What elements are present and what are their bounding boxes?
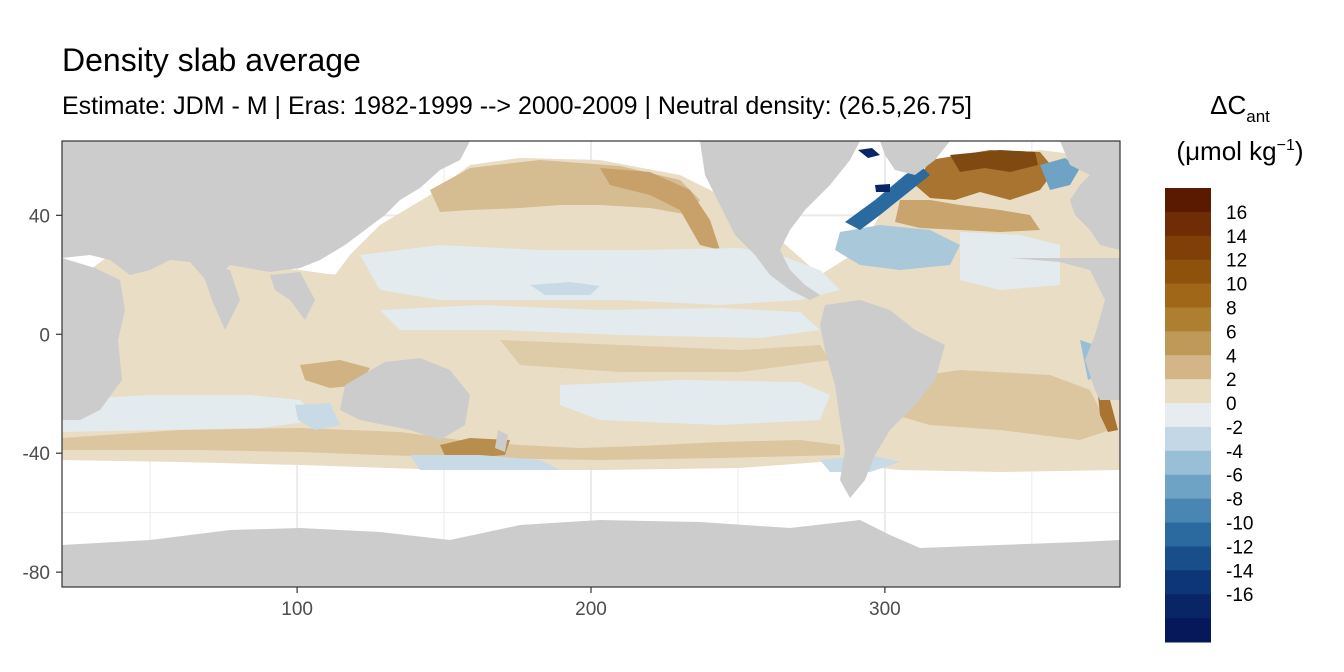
legend-swatch [1165, 498, 1211, 524]
legend-swatch [1165, 450, 1211, 476]
legend-swatch [1165, 188, 1211, 213]
band-tasman-tan [440, 438, 510, 458]
legend-label: 10 [1226, 275, 1247, 296]
land-masses [62, 141, 1120, 587]
legend-swatch [1165, 211, 1211, 237]
x-tick-label: 100 [281, 599, 313, 620]
y-tick-label: 0 [39, 325, 50, 346]
legend-title-sub: ant [1246, 107, 1270, 126]
band-equatorial-blue [380, 305, 820, 338]
legend-swatch [1165, 522, 1211, 547]
legend-label: -10 [1226, 514, 1253, 535]
x-axis: 100 200 300 [281, 587, 901, 620]
band-south-blue [410, 455, 560, 470]
legend-units-suffix: ) [1295, 136, 1304, 166]
legend-label: 2 [1226, 370, 1237, 391]
legend-swatch [1165, 594, 1211, 619]
legend-title: ΔCant [1210, 90, 1270, 126]
band-southwest-africa-brown [1098, 395, 1118, 432]
legend-swatch [1165, 474, 1211, 500]
legend-label: 14 [1226, 227, 1248, 248]
legend-swatch [1165, 355, 1211, 380]
band-labrador-dark [858, 148, 890, 192]
land-antarctica [62, 520, 1120, 587]
land-north-america [700, 141, 860, 300]
band-south-atlantic-tan [890, 370, 1110, 440]
legend-label: -4 [1226, 442, 1243, 463]
legend-swatch [1165, 331, 1211, 356]
land-australia [340, 358, 470, 440]
legend-swatch [1165, 235, 1211, 261]
land-eurasia-west [62, 141, 470, 285]
chart-subtitle: Estimate: JDM - M | Eras: 1982-1999 --> … [62, 92, 972, 120]
band-tropical-pacific-blue [360, 245, 840, 305]
band-atlantic-light-blue [960, 232, 1060, 290]
legend-label: -8 [1226, 490, 1243, 511]
legend-swatch [1165, 618, 1211, 643]
legend-label: 4 [1226, 346, 1237, 367]
band-south-pacific-blue [560, 380, 830, 425]
band-pacific-mid-blue [530, 282, 600, 295]
land-southeast-asia [270, 272, 315, 320]
band-north-atlantic-tan [895, 200, 1040, 232]
land-europe [1060, 141, 1120, 250]
x-tick-label: 200 [575, 599, 607, 620]
legend-swatch [1165, 570, 1211, 595]
band-indian-blue [62, 395, 320, 432]
legend-units-prefix: (μmol kg [1176, 136, 1276, 166]
map-layer [62, 141, 1120, 587]
y-tick-label: -80 [23, 563, 50, 584]
legend-swatch [1165, 307, 1211, 332]
legend-swatch [1165, 259, 1211, 285]
legend-swatch [1165, 379, 1211, 404]
legend-label: 12 [1226, 251, 1247, 272]
band-labrador-blue [845, 165, 930, 230]
legend: ΔCant (μmol kg−1) 16 14 12 108 6 4 2 0 -2 -4 -6 -8 -… [1165, 90, 1304, 643]
y-tick-label: -40 [23, 444, 50, 465]
legend-label: 16 [1226, 203, 1247, 224]
legend-swatch [1165, 283, 1211, 308]
land-africa-east [1010, 258, 1120, 400]
legend-swatch [1165, 546, 1211, 571]
chart-title: Density slab average [62, 42, 361, 78]
legend-label: 8 [1226, 298, 1237, 319]
band-mid-pacific-tan [500, 340, 830, 372]
legend-label: -2 [1226, 418, 1243, 439]
legend-colorbar [1165, 188, 1211, 643]
band-north-atlantic-dark [950, 150, 1038, 172]
land-india [200, 265, 240, 330]
legend-swatch [1165, 403, 1211, 428]
band-nordic-blue [1040, 158, 1080, 190]
legend-label: 6 [1226, 322, 1237, 343]
band-south-indian-blue [295, 403, 340, 430]
x-tick-label: 300 [869, 599, 901, 620]
legend-label: 0 [1226, 394, 1237, 415]
band-sargasso-blue [835, 225, 960, 270]
legend-label: -6 [1226, 466, 1243, 487]
legend-title-main: ΔC [1210, 90, 1246, 120]
legend-swatch [1165, 426, 1211, 452]
legend-units-exp: −1 [1277, 137, 1295, 154]
land-south-america [820, 300, 945, 498]
land-africa-west [62, 258, 125, 420]
legend-label: -16 [1226, 585, 1253, 606]
band-alaska-tan [600, 168, 720, 250]
land-greenland [880, 141, 950, 175]
legend-label: -12 [1226, 537, 1253, 558]
legend-label: -14 [1226, 561, 1254, 582]
y-axis: 40 0 -40 -80 [23, 206, 62, 584]
legend-labels: 16 14 12 108 6 4 2 0 -2 -4 -6 -8 -10-12 -14 -16 [1226, 203, 1254, 606]
land-new-zealand [495, 430, 508, 452]
y-tick-label: 40 [29, 206, 50, 227]
legend-units: (μmol kg−1) [1176, 136, 1303, 166]
